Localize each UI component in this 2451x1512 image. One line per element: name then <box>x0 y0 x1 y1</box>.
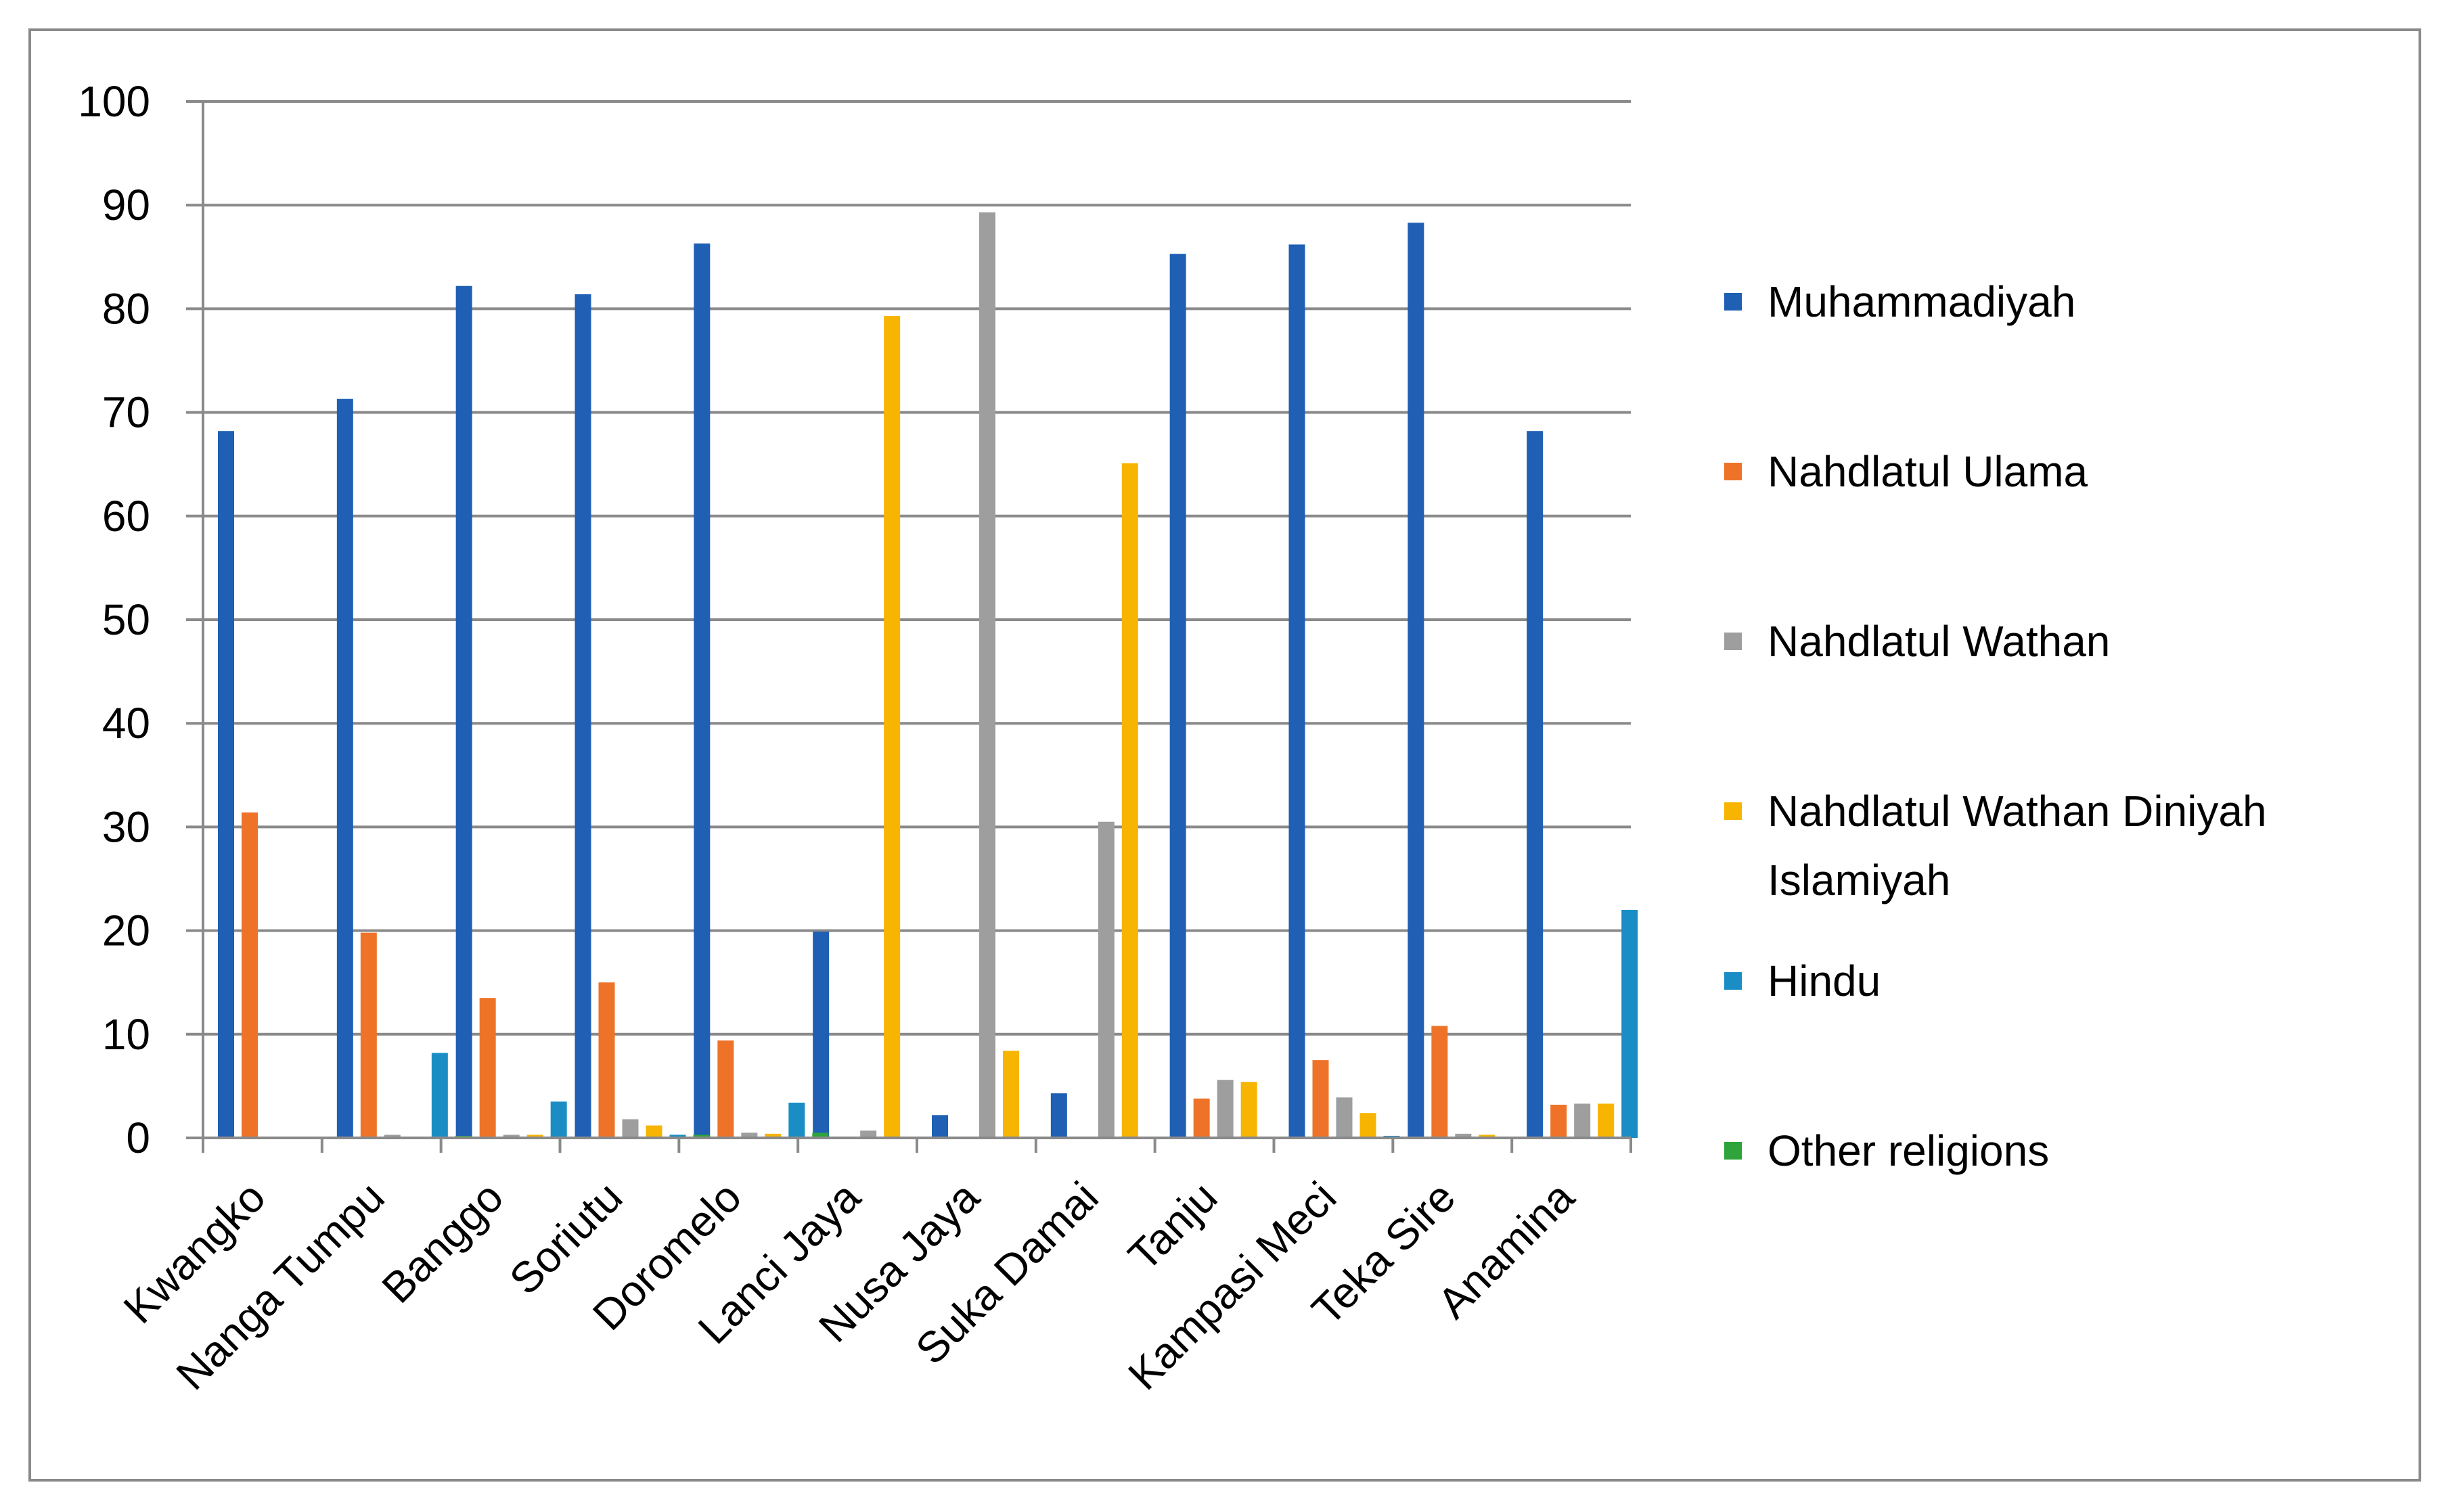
bar <box>932 1115 948 1138</box>
legend-label: Hindu <box>1768 957 1881 1005</box>
bar <box>741 1132 758 1138</box>
x-category-label: Kampasi Meci <box>1119 1172 1345 1399</box>
y-tick-label: 40 <box>102 699 150 748</box>
legend-label: Muhammadiyah <box>1768 277 2075 326</box>
y-tick-label: 10 <box>102 1010 150 1059</box>
y-tick-label: 50 <box>102 595 150 644</box>
bar <box>1050 1093 1067 1138</box>
bar <box>242 812 258 1138</box>
bar <box>575 294 591 1138</box>
bar <box>694 243 711 1138</box>
bar <box>669 1135 686 1138</box>
y-tick-label: 80 <box>102 284 150 333</box>
legend-swatch <box>1724 802 1742 820</box>
y-tick-label: 70 <box>102 388 150 437</box>
bar <box>1431 1026 1448 1138</box>
bar <box>884 316 901 1138</box>
bar <box>693 1135 710 1138</box>
chart-frame <box>28 28 2421 1482</box>
y-tick-label: 90 <box>102 181 150 229</box>
bar <box>765 1133 782 1138</box>
bar <box>1217 1080 1234 1138</box>
bar <box>218 431 234 1138</box>
bar <box>812 1132 829 1138</box>
x-category-label: Banggo <box>373 1172 513 1312</box>
legend-swatch <box>1724 633 1742 650</box>
y-tick-label: 60 <box>102 492 150 541</box>
y-tick-label: 0 <box>126 1114 150 1162</box>
bar <box>1193 1098 1210 1138</box>
bar <box>1240 1082 1257 1138</box>
bar <box>1359 1113 1376 1138</box>
legend-swatch <box>1724 293 1742 311</box>
bar <box>455 285 472 1138</box>
y-tick-label: 30 <box>102 802 150 851</box>
bar <box>526 1135 543 1138</box>
bar <box>1455 1133 1472 1138</box>
bar <box>1574 1103 1591 1138</box>
legend-label: Nahdlatul Ulama <box>1768 447 2088 496</box>
bar <box>1121 463 1138 1138</box>
bar <box>1169 254 1186 1139</box>
bar <box>717 1040 734 1138</box>
bar <box>1479 1135 1496 1138</box>
legend-label: Nahdlatul Wathan <box>1768 617 2110 666</box>
bar <box>503 1135 520 1138</box>
bar <box>598 982 615 1138</box>
bar <box>1312 1060 1329 1138</box>
bar <box>1408 223 1424 1138</box>
legend-swatch <box>1724 463 1742 480</box>
bar <box>646 1125 662 1138</box>
y-tick-label: 100 <box>78 77 150 126</box>
bar <box>788 1102 805 1138</box>
bar <box>431 1053 448 1138</box>
legend-label: Other religions <box>1768 1126 2049 1175</box>
bar <box>979 212 995 1138</box>
bar <box>336 398 353 1138</box>
bar <box>1621 909 1638 1138</box>
bar <box>550 1101 567 1138</box>
bar <box>1598 1103 1615 1138</box>
bar <box>1003 1051 1019 1138</box>
x-category-label: Tanju <box>1119 1172 1226 1280</box>
bar <box>384 1135 401 1138</box>
legend-swatch <box>1724 972 1742 990</box>
bar <box>1550 1104 1567 1138</box>
legend-swatch <box>1724 1142 1742 1160</box>
bar <box>1527 431 1544 1138</box>
bar <box>1288 244 1305 1138</box>
x-category-label: Nanga Tumpu <box>166 1172 393 1399</box>
bar <box>622 1119 639 1138</box>
bar <box>813 932 830 1138</box>
bar <box>479 998 496 1138</box>
y-tick-label: 20 <box>102 907 150 955</box>
bar <box>1336 1097 1353 1138</box>
bar <box>360 932 377 1138</box>
bar <box>1098 821 1115 1138</box>
bar <box>860 1130 877 1138</box>
legend-label: Nahdlatul Wathan Diniyah Islamiyah <box>1768 787 2267 904</box>
